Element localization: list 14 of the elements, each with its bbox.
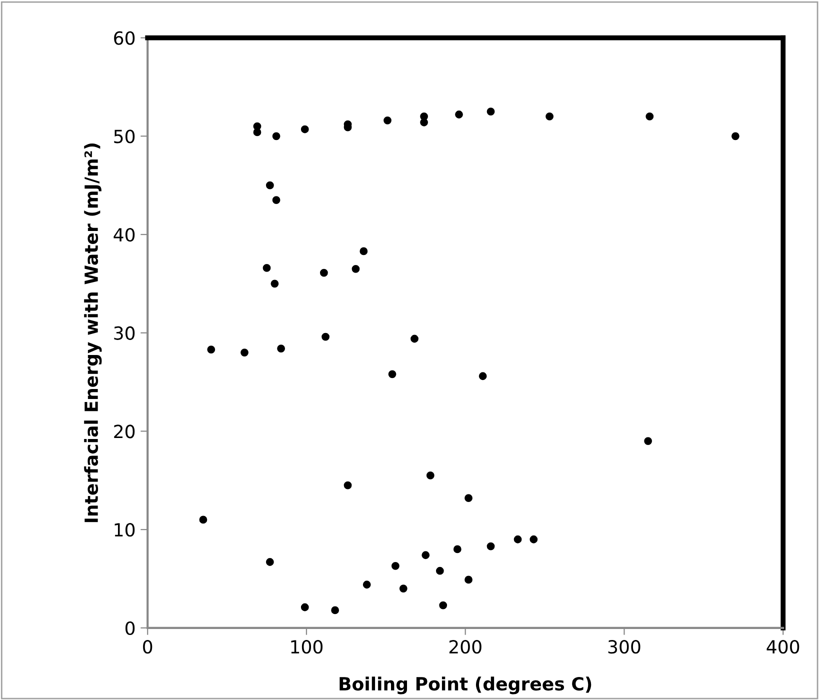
- x-tick-label: 100: [291, 640, 323, 654]
- y-tick-label: 30: [114, 326, 135, 340]
- y-tick-label: 0: [125, 621, 135, 636]
- x-tick-label: 300: [608, 640, 640, 654]
- y-tick-label: 60: [114, 31, 135, 45]
- x-tick-label: 0: [143, 640, 152, 654]
- y-tick-label: 50: [114, 130, 135, 144]
- x-tick-label: 400: [766, 640, 800, 654]
- x-tick-label: 200: [449, 640, 482, 654]
- y-axis-title: Interfacial Energy with Water (mJ/m²): [84, 144, 102, 522]
- y-tick-label: 10: [114, 523, 135, 537]
- y-tick-label: 40: [114, 228, 135, 242]
- y-tick-label: 20: [114, 424, 135, 438]
- x-axis-title: Boiling Point (degrees C): [340, 676, 592, 694]
